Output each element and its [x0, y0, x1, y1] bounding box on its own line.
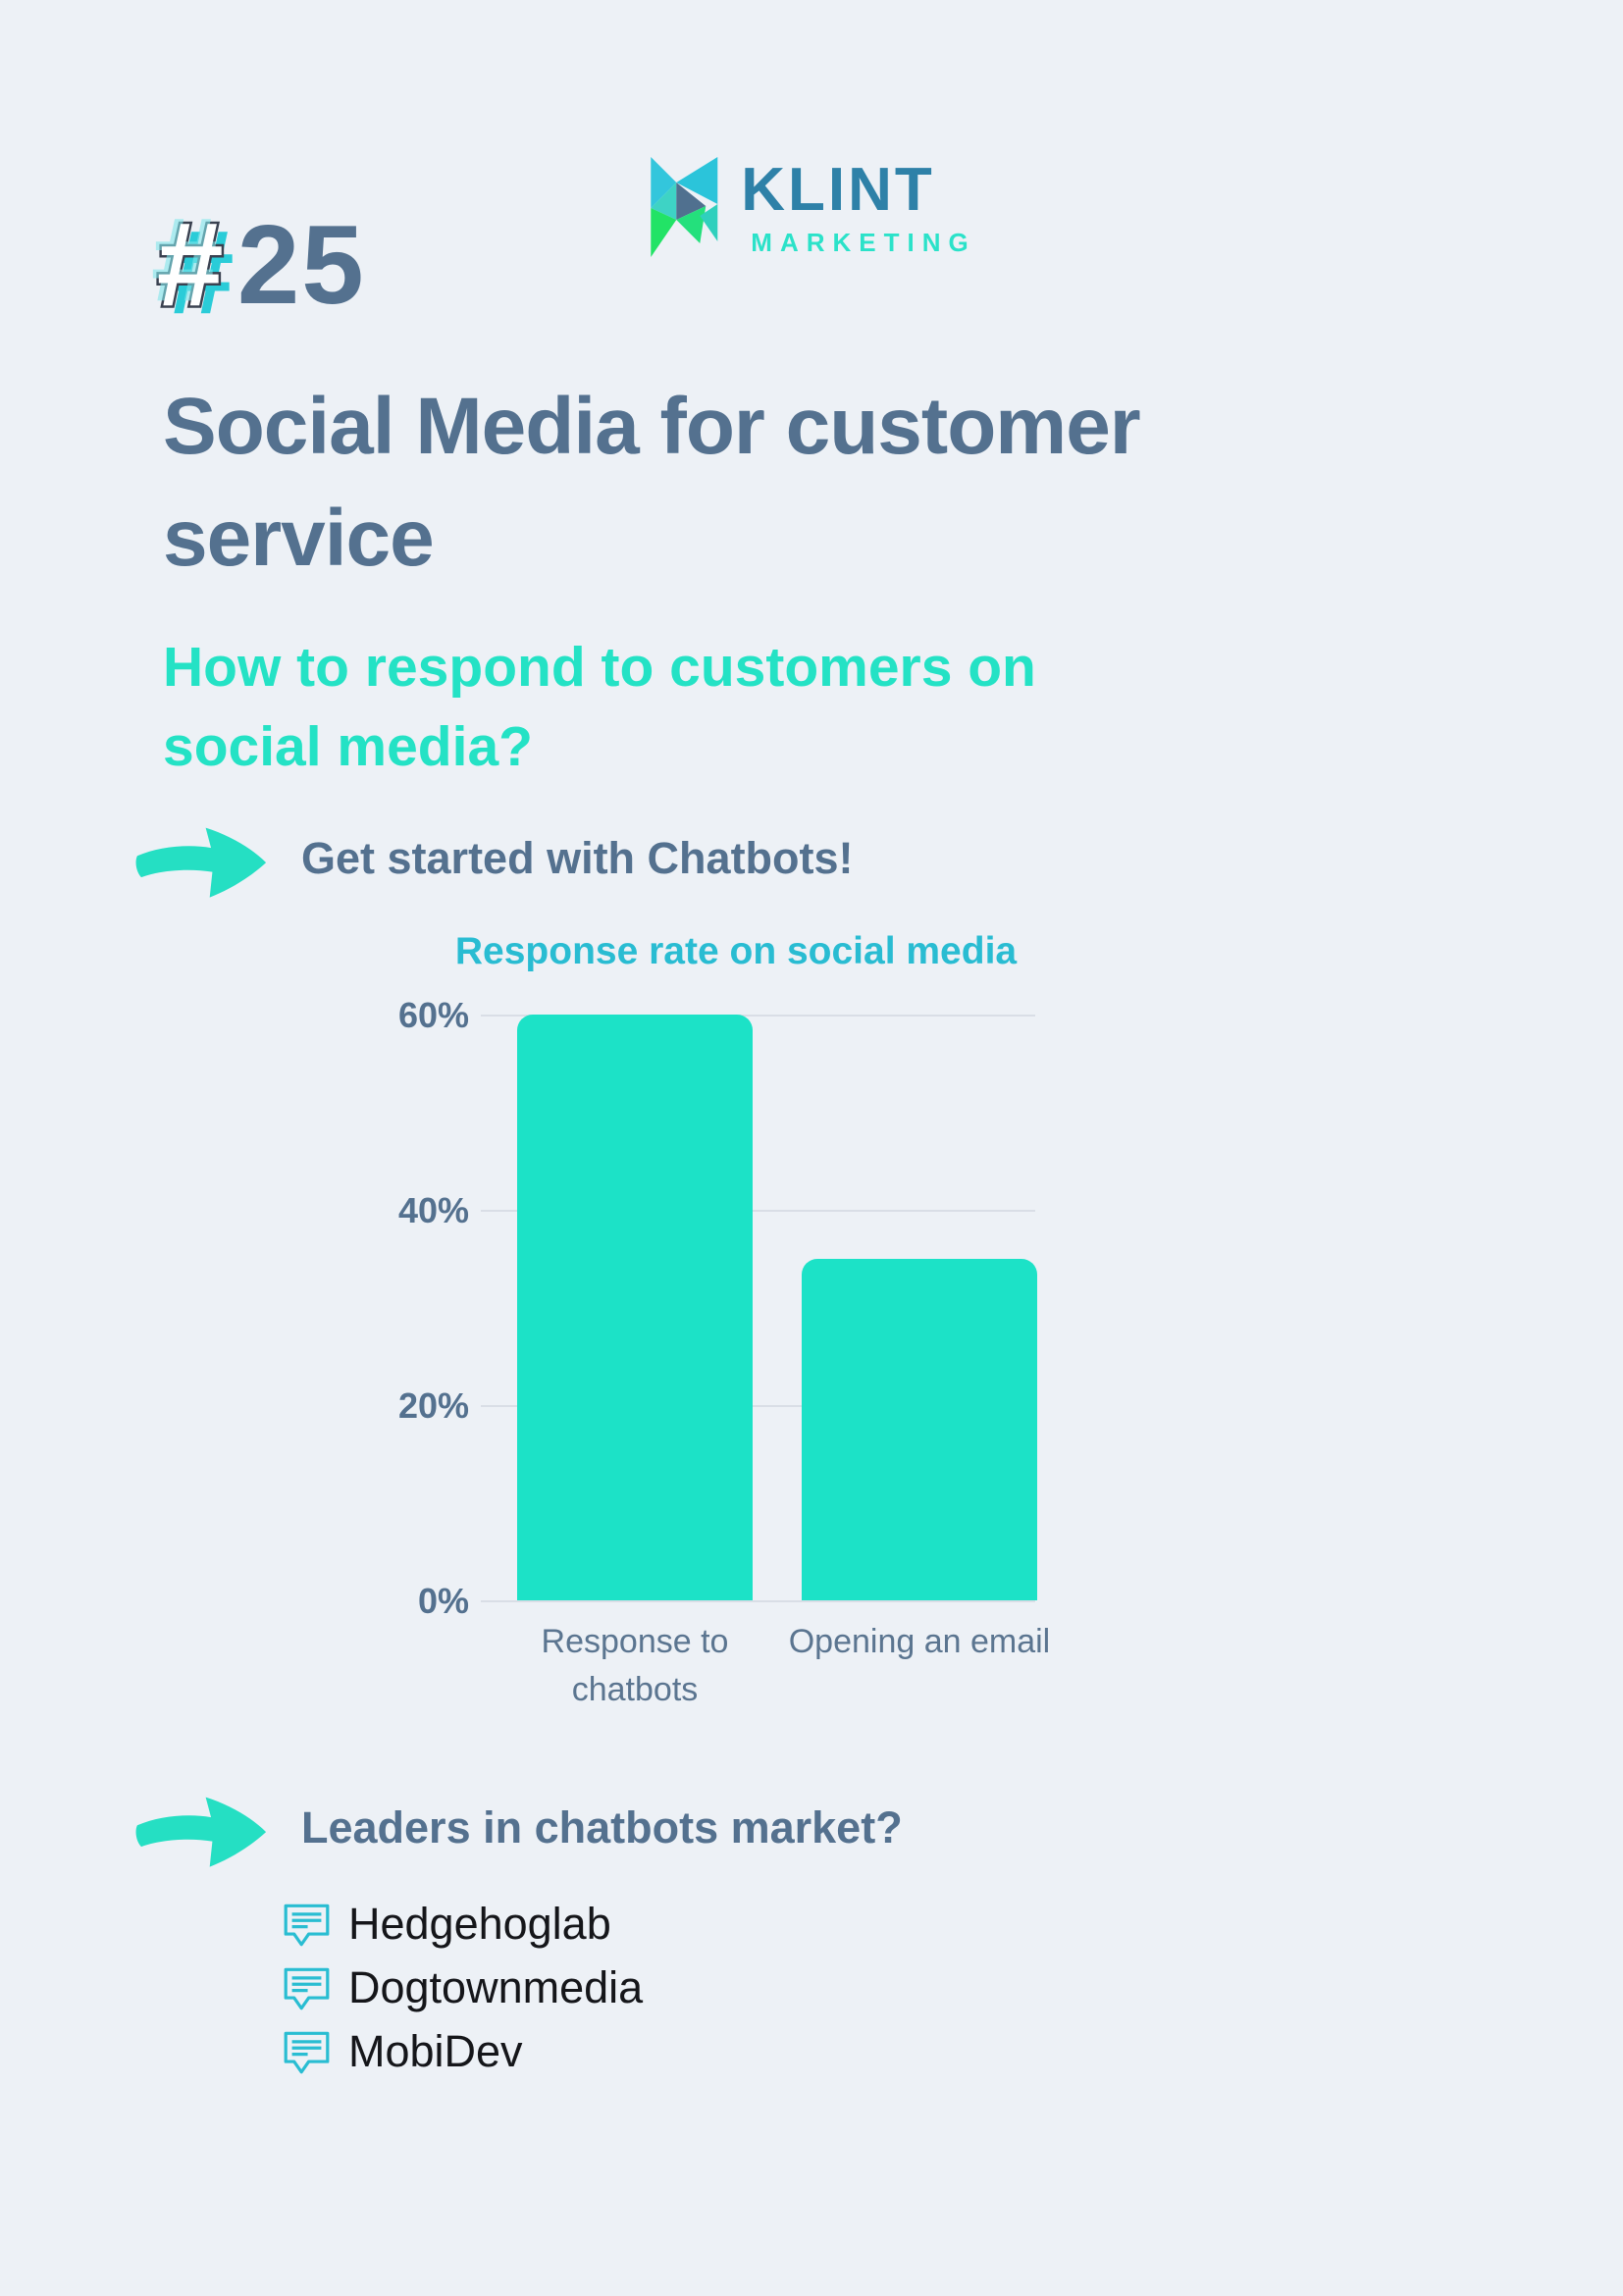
leader-name: Hedgehoglab — [348, 1899, 611, 1949]
page-subtitle: How to respond to customers on social me… — [163, 636, 1036, 778]
section-chatbots-heading: Get started with Chatbots! — [126, 818, 854, 899]
bar-chart: Response rate on social media 60% 40% 20… — [398, 930, 1079, 1726]
arrow-right-icon — [135, 827, 267, 898]
section-leaders-heading: Leaders in chatbots market? — [126, 1788, 903, 1868]
brand-logo: KLINT MARKETING — [647, 157, 975, 257]
y-axis-tick: 40% — [397, 1190, 469, 1230]
arrow-right-icon — [135, 1797, 267, 1867]
brand-subname: MARKETING — [751, 227, 976, 257]
y-axis-tick: 60% — [397, 995, 469, 1035]
chart-title: Response rate on social media — [454, 930, 1018, 972]
chat-bubble-icon — [284, 1967, 330, 2009]
x-axis-label: Opening an email — [788, 1623, 1051, 1660]
list-item: Dogtownmedia — [283, 1962, 644, 2012]
leaders-list: Hedgehoglab Dogtownmedia MobiDev — [283, 1899, 644, 2091]
x-axis-label: Response to chatbots — [541, 1623, 729, 1709]
gridline: 20% — [398, 1385, 1035, 1426]
klint-logo-icon — [651, 157, 718, 257]
list-item: MobiDev — [283, 2026, 643, 2076]
leader-name: MobiDev — [348, 2026, 523, 2076]
section-leaders-label: Leaders in chatbots market? — [301, 1802, 903, 1852]
bar-response-to-chatbots — [517, 1015, 753, 1600]
hashtag-doodle-icon: # # — [153, 197, 233, 339]
chat-bubble-icon — [284, 2031, 330, 2073]
brand-name: KLINT — [741, 155, 935, 224]
chart-plot-area: 60% 40% 20% 0% — [398, 995, 1037, 1621]
gridline: 0% — [418, 1581, 1035, 1621]
y-axis-tick: 20% — [397, 1385, 469, 1426]
y-axis-tick: 0% — [417, 1581, 469, 1621]
gridline: 60% — [398, 995, 1035, 1035]
x-axis-labels: Response to chatbots Opening an email — [481, 1618, 1051, 1726]
list-item: Hedgehoglab — [283, 1899, 643, 1949]
brand-logo-text: KLINT MARKETING — [741, 155, 976, 257]
section-chatbots-label: Get started with Chatbots! — [301, 833, 854, 883]
leader-name: Dogtownmedia — [348, 1962, 644, 2012]
page-title: Social Media for customer service — [163, 382, 1141, 583]
gridline: 40% — [398, 1190, 1035, 1230]
bar-opening-an-email — [802, 1258, 1037, 1600]
issue-number: # # 25 — [153, 197, 366, 339]
issue-digits: 25 — [236, 203, 366, 328]
chat-bubble-icon — [284, 1904, 330, 1946]
